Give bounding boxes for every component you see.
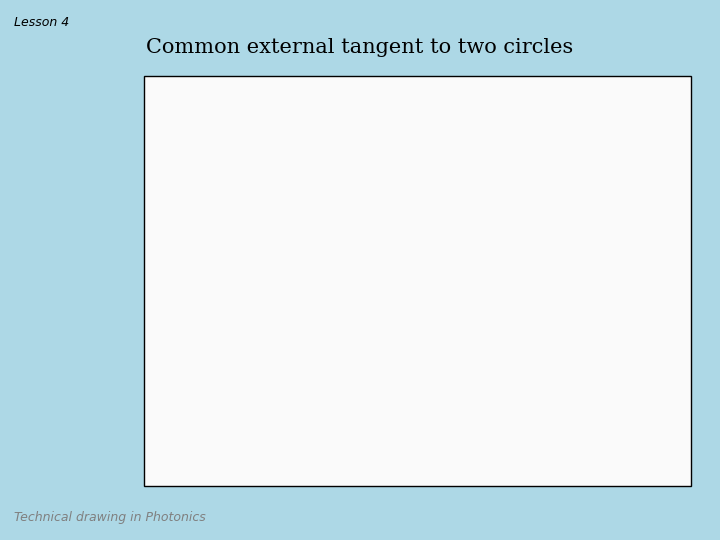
Text: Technical drawing in Photonics: Technical drawing in Photonics <box>14 511 206 524</box>
Text: Lesson 4: Lesson 4 <box>14 16 70 29</box>
Text: Common external tangent to two circles: Common external tangent to two circles <box>146 38 574 57</box>
